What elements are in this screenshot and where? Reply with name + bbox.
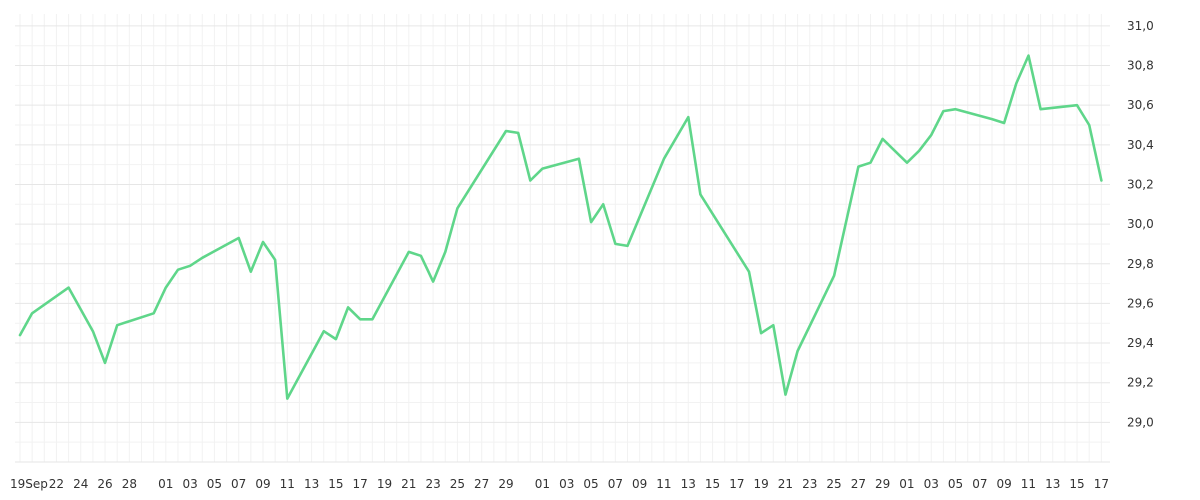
x-tick-label: 05 (583, 477, 598, 491)
chart-grid (15, 14, 1110, 463)
x-tick-label: 13 (681, 477, 696, 491)
x-tick-label: 07 (608, 477, 623, 491)
x-tick-label: 29 (875, 477, 890, 491)
x-tick-label: 07 (231, 477, 246, 491)
x-tick-label: 28 (122, 477, 137, 491)
x-tick-label: 13 (304, 477, 319, 491)
y-tick-label: 29,4 (1127, 336, 1154, 350)
x-tick-label: 23 (802, 477, 817, 491)
x-tick-label: 21 (778, 477, 793, 491)
x-tick-label: 23 (425, 477, 440, 491)
x-tick-label: 11 (1021, 477, 1036, 491)
y-tick-label: 30,2 (1127, 177, 1154, 191)
x-tick-label: 03 (924, 477, 939, 491)
x-tick-label: 09 (632, 477, 647, 491)
x-tick-label: 03 (559, 477, 574, 491)
x-tick-label: 05 (207, 477, 222, 491)
x-tick-label: 15 (705, 477, 720, 491)
x-tick-label: 25 (450, 477, 465, 491)
x-tick-label: 21 (401, 477, 416, 491)
chart-series (18, 54, 1103, 400)
x-tick-label: 01 (899, 477, 914, 491)
x-tick-label: 19 (754, 477, 769, 491)
x-tick-label: 01 (535, 477, 550, 491)
y-tick-label: 31,0 (1127, 19, 1154, 33)
y-tick-label: 30,8 (1127, 59, 1154, 73)
x-tick-label: 25 (826, 477, 841, 491)
x-tick-label: 07 (972, 477, 987, 491)
x-tick-label: 19Sep (10, 477, 48, 491)
x-tick-label: 05 (948, 477, 963, 491)
y-tick-label: 30,0 (1127, 217, 1154, 231)
x-tick-label: 15 (1069, 477, 1084, 491)
x-tick-label: 03 (182, 477, 197, 491)
y-tick-label: 29,0 (1127, 415, 1154, 429)
x-tick-label: 09 (255, 477, 270, 491)
x-tick-label: 01 (158, 477, 173, 491)
x-tick-label: 09 (997, 477, 1012, 491)
y-axis: 29,0 29,2 29,4 29,6 29,8 30,0 30,2 30,4 30,6 30,8… (1127, 19, 1154, 429)
y-tick-label: 30,4 (1127, 138, 1154, 152)
y-tick-label: 29,2 (1127, 376, 1154, 390)
x-tick-label: 27 (474, 477, 489, 491)
x-tick-label: 13 (1045, 477, 1060, 491)
x-tick-label: 17 (1094, 477, 1109, 491)
x-tick-label: 17 (353, 477, 368, 491)
y-tick-label: 30,6 (1127, 98, 1154, 112)
y-tick-label: 29,8 (1127, 257, 1154, 271)
x-tick-label: 11 (656, 477, 671, 491)
x-tick-label: 22 (49, 477, 64, 491)
series-line (18, 54, 1103, 400)
y-tick-label: 29,6 (1127, 296, 1154, 310)
x-axis: 19Sep 22 24 26 28 01 03 05 07 09 11 13 15 17 19 21 23 25 2… (10, 477, 1109, 491)
x-tick-label: 29 (498, 477, 513, 491)
x-tick-label: 11 (280, 477, 295, 491)
x-tick-label: 15 (328, 477, 343, 491)
x-tick-label: 19 (377, 477, 392, 491)
x-tick-label: 27 (851, 477, 866, 491)
x-tick-label: 17 (729, 477, 744, 491)
x-tick-label: 26 (97, 477, 112, 491)
x-tick-label: 24 (73, 477, 88, 491)
